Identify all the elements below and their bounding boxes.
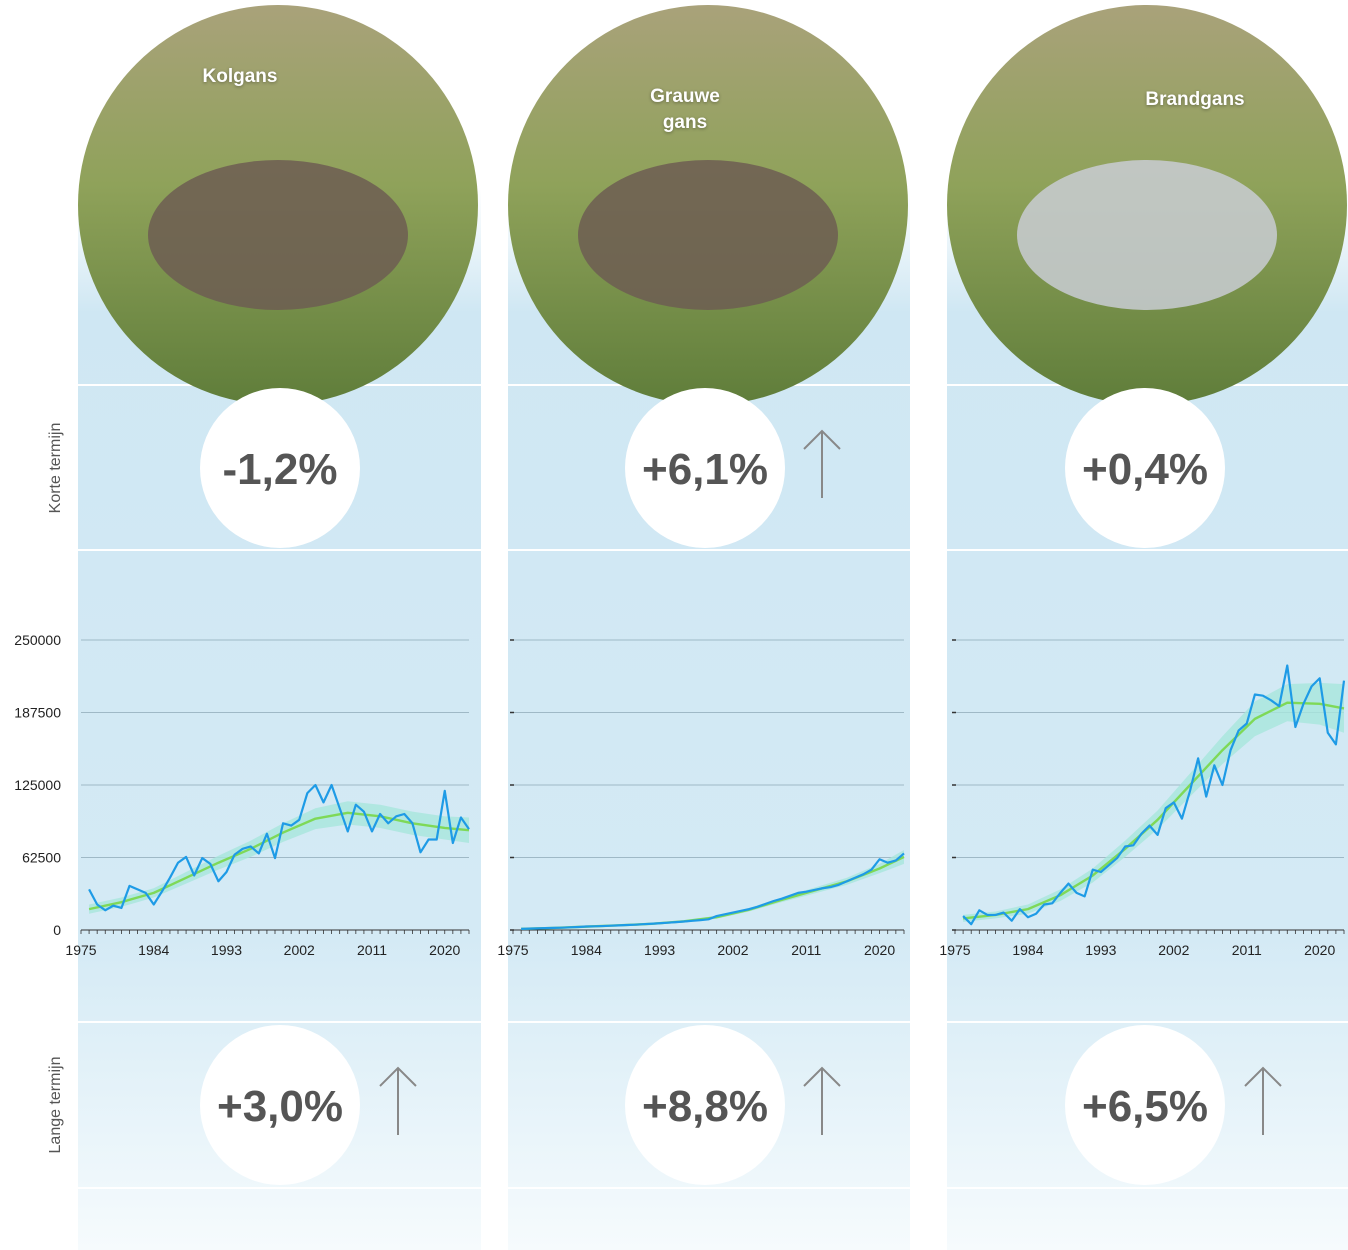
x-tick-label: 2011 — [1232, 942, 1262, 958]
y-tick-label: 125000 — [14, 777, 61, 793]
x-tick-label: 2011 — [791, 942, 821, 958]
x-tick-label: 2002 — [1158, 942, 1189, 958]
bird-body — [1017, 160, 1277, 310]
x-tick-label: 2020 — [429, 942, 460, 958]
y-tick-label: 0 — [53, 922, 61, 938]
x-tick-label: 2020 — [1304, 942, 1335, 958]
y-tick-label: 250000 — [14, 632, 61, 648]
x-tick-label: 1993 — [644, 942, 675, 958]
row-label: Korte termijn — [47, 423, 64, 514]
y-tick-label: 187500 — [14, 705, 61, 721]
bird-body — [148, 160, 408, 310]
y-tick-label: 62500 — [22, 850, 61, 866]
x-tick-label: 1993 — [1085, 942, 1116, 958]
short-term-value: +6,1% — [642, 445, 768, 494]
x-tick-label: 2002 — [717, 942, 748, 958]
x-tick-label: 1975 — [497, 942, 528, 958]
long-term-value: +8,8% — [642, 1082, 768, 1131]
short-term-value: +0,4% — [1082, 445, 1208, 494]
bird-body — [578, 160, 838, 310]
long-term-value: +6,5% — [1082, 1082, 1208, 1131]
page: Korte termijn Lange termijn -1,2% +3,0% 0 6… — [0, 0, 1348, 1250]
x-tick-label: 2020 — [864, 942, 895, 958]
x-tick-label: 1993 — [211, 942, 242, 958]
species-name: Brandgans — [1120, 87, 1270, 113]
species-name: Kolgans — [180, 64, 300, 90]
x-tick-label: 2002 — [284, 942, 315, 958]
species-name: Grauwe gans — [640, 84, 730, 136]
infographic: Korte termijn Lange termijn -1,2% +3,0% 0 6… — [0, 0, 1348, 1250]
x-tick-label: 1975 — [939, 942, 970, 958]
x-tick-label: 2011 — [357, 942, 387, 958]
short-term-value: -1,2% — [223, 445, 338, 494]
x-tick-label: 1975 — [65, 942, 96, 958]
x-tick-label: 1984 — [138, 942, 169, 958]
x-tick-label: 1984 — [1012, 942, 1043, 958]
long-term-value: +3,0% — [217, 1082, 343, 1131]
row-label: Lange termijn — [47, 1057, 64, 1154]
x-tick-label: 1984 — [571, 942, 602, 958]
